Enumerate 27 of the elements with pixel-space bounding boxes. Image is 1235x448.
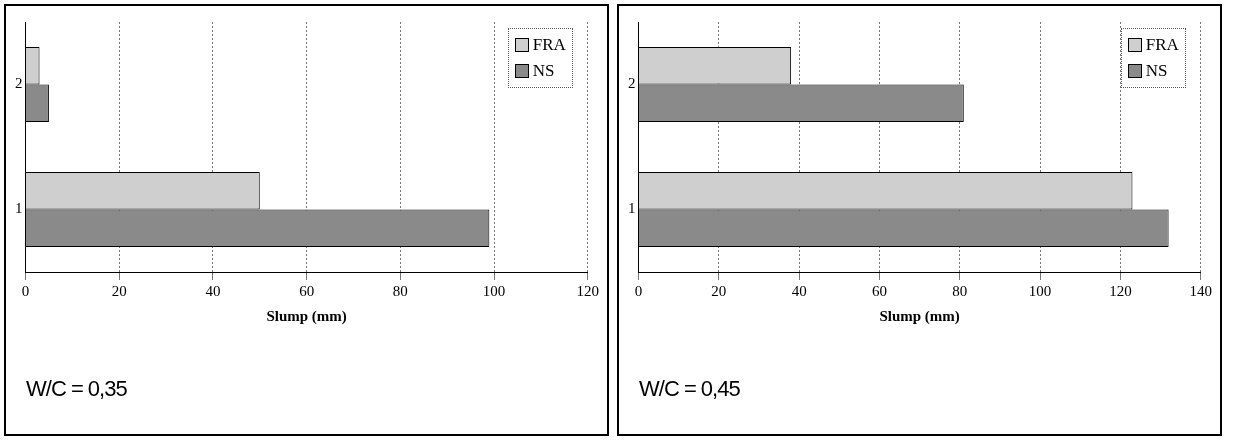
x-tick-label: 20 (711, 282, 727, 299)
x-tick-label: 120 (576, 282, 599, 299)
x-axis-title: Slump (mm) (266, 307, 347, 325)
text: W/C = 0,35 (26, 376, 127, 402)
y-tick-label: 2 (628, 75, 636, 92)
x-tick-label: 20 (111, 282, 127, 299)
x-tick-label: 60 (871, 282, 887, 299)
x-tick-label: 120 (1109, 282, 1132, 299)
x-tick-label: 100 (482, 282, 506, 299)
y-tick-label: 1 (628, 200, 636, 217)
text: W/C = 0,45 (639, 376, 740, 402)
x-axis-title: Slump (mm) (879, 307, 960, 325)
x-tick-label: 40 (205, 282, 221, 299)
x-tick-label: 140 (1189, 282, 1212, 299)
legend-label: NS (532, 60, 555, 82)
y-tick-label: 2 (15, 75, 23, 92)
legend-label: NS (1145, 60, 1168, 82)
legend-label: FRA (532, 34, 566, 56)
legend-label: FRA (1145, 34, 1179, 56)
x-tick-label: 100 (1028, 282, 1052, 299)
x-tick-label: 0 (21, 282, 30, 299)
x-tick-label: 0 (634, 282, 643, 299)
x-tick-label: 80 (392, 282, 408, 299)
x-tick-label: 80 (952, 282, 968, 299)
y-tick-label: 1 (15, 200, 23, 217)
x-tick-label: 60 (299, 282, 315, 299)
x-tick-label: 40 (791, 282, 807, 299)
